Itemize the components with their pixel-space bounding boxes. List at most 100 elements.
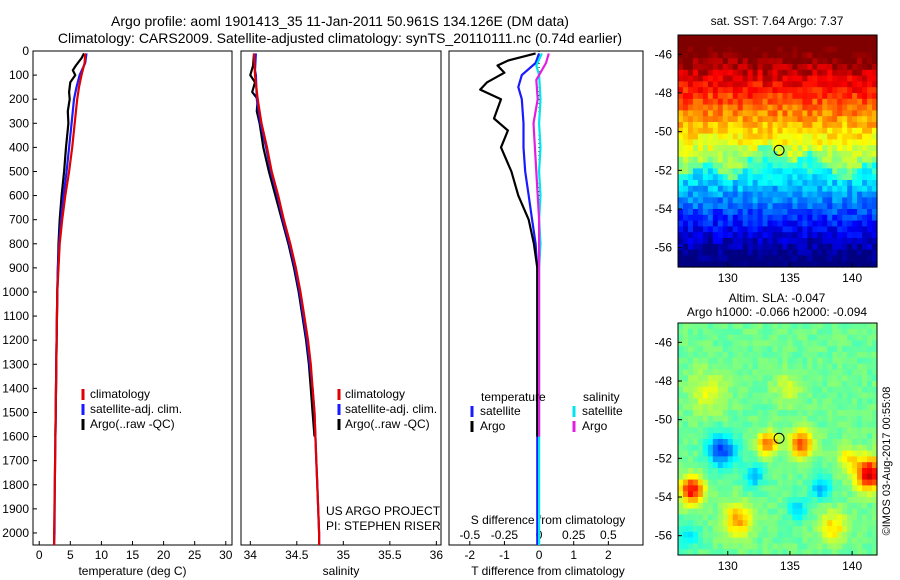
sla-heatmap-cell xyxy=(797,410,803,417)
sla-heatmap-cell xyxy=(757,386,764,394)
sst-heatmap-cell xyxy=(857,110,863,117)
sst-heatmap-cell xyxy=(867,209,873,216)
sla-heatmap-cell xyxy=(802,462,808,469)
sst-heatmap-cell xyxy=(732,145,739,152)
sla-heatmap-cell xyxy=(772,433,779,440)
sst-heatmap-cell xyxy=(827,197,833,204)
sst-heatmap-cell xyxy=(692,93,699,100)
sla-heatmap-cell xyxy=(712,386,719,394)
sst-heatmap-cell xyxy=(762,122,769,129)
sla-heatmap-cell xyxy=(732,427,739,434)
sst-heatmap-cell xyxy=(832,145,838,152)
sla-heatmap-cell xyxy=(737,386,744,394)
sst-heatmap-cell xyxy=(702,162,709,169)
sla-heatmap-cell xyxy=(862,444,868,452)
sla-heatmap-cell xyxy=(822,323,828,330)
sst-heatmap-cell xyxy=(702,261,709,268)
sla-heatmap-cell xyxy=(792,328,798,336)
sla-heatmap-cell xyxy=(692,381,699,388)
sla-heatmap-cell xyxy=(812,468,818,475)
sst-heatmap-cell xyxy=(872,93,878,100)
sst-heatmap-cell xyxy=(707,87,714,94)
sst-heatmap-cell xyxy=(817,261,823,268)
depth-tick-label: 1200 xyxy=(2,333,29,347)
sla-heatmap-cell xyxy=(867,531,873,539)
sla-heatmap-cell xyxy=(787,352,794,359)
sst-heatmap-cell xyxy=(757,93,764,100)
sst-heatmap-cell xyxy=(812,191,818,198)
sst-heatmap-cell xyxy=(797,122,803,129)
sst-heatmap-cell xyxy=(687,261,694,268)
sla-heatmap-cell xyxy=(682,508,689,515)
sla-heatmap-cell xyxy=(862,357,868,365)
sla-heatmap-cell xyxy=(787,334,794,341)
sla-heatmap-cell xyxy=(732,543,739,550)
sla-heatmap-cell xyxy=(822,346,828,353)
sla-heatmap-cell xyxy=(812,381,818,388)
sst-heatmap-cell xyxy=(802,116,808,123)
sst-heatmap-cell xyxy=(852,180,858,187)
sla-heatmap-cell xyxy=(847,462,853,469)
sla-heatmap-cell xyxy=(767,549,774,556)
sst-heatmap-cell xyxy=(752,81,759,88)
sst-heatmap-cell xyxy=(837,255,843,262)
sst-heatmap-cell xyxy=(857,46,863,53)
sla-heatmap-cell xyxy=(797,421,803,428)
sst-heatmap-cell xyxy=(842,238,848,245)
sst-heatmap-cell xyxy=(752,220,759,227)
sla-heatmap-cell xyxy=(822,328,828,336)
sla-heatmap-cell xyxy=(762,531,769,539)
sla-heatmap-cell xyxy=(797,526,803,533)
sla-heatmap-cell xyxy=(782,433,789,440)
sst-heatmap-cell xyxy=(852,145,858,152)
sst-heatmap-cell xyxy=(832,243,838,251)
sla-heatmap-cell xyxy=(772,537,779,544)
sst-lat-tick-label: -54 xyxy=(655,202,673,216)
sla-heatmap-cell xyxy=(782,346,789,353)
sla-heatmap-cell xyxy=(747,323,754,330)
sla-heatmap-cell xyxy=(842,543,848,550)
sla-heatmap-cell xyxy=(822,462,828,469)
sla-heatmap-cell xyxy=(812,502,818,510)
sla-heatmap-cell xyxy=(682,537,689,544)
sst-heatmap-cell xyxy=(697,81,704,88)
sst-heatmap-cell xyxy=(777,98,784,106)
sst-heatmap-cell xyxy=(812,133,818,140)
sla-heatmap-cell xyxy=(822,369,828,376)
sst-heatmap-cell xyxy=(817,52,823,59)
sst-heatmap-cell xyxy=(847,58,853,65)
sla-heatmap-cell xyxy=(812,323,818,330)
sla-heatmap-cell xyxy=(707,415,714,423)
sst-heatmap-cell xyxy=(787,69,794,77)
sst-heatmap-cell xyxy=(717,185,724,193)
sst-heatmap-cell xyxy=(852,220,858,227)
sla-heatmap-cell xyxy=(772,514,779,521)
sst-heatmap-cell xyxy=(827,35,833,42)
sst-heatmap-cell xyxy=(862,98,868,106)
sst-heatmap-cell xyxy=(862,214,868,222)
sla-heatmap-cell xyxy=(837,410,843,417)
sst-heatmap-cell xyxy=(847,185,853,193)
sst-heatmap-cell xyxy=(762,104,769,111)
sst-map-title: sat. SST: 7.64 Argo: 7.37 xyxy=(711,14,844,28)
sst-heatmap-cell xyxy=(752,69,759,77)
sst-heatmap-cell xyxy=(797,243,803,251)
sla-heatmap-cell xyxy=(787,346,794,353)
sla-heatmap-cell xyxy=(712,543,719,550)
temp-difference-axis-label: T difference from climatology xyxy=(471,564,625,578)
sla-heatmap-cell xyxy=(727,468,734,475)
sla-heatmap-cell xyxy=(797,491,803,498)
sla-heatmap-cell xyxy=(682,427,689,434)
sst-heatmap-cell xyxy=(812,209,818,216)
sla-heatmap-cell xyxy=(682,491,689,498)
sst-heatmap-cell xyxy=(807,168,813,175)
sla-heatmap-cell xyxy=(712,473,719,481)
sla-heatmap-cell xyxy=(697,357,704,365)
sst-heatmap-cell xyxy=(857,191,863,198)
sst-heatmap-cell xyxy=(682,151,689,158)
sla-heatmap-cell xyxy=(802,346,808,353)
sst-heatmap-cell xyxy=(812,232,818,239)
sst-heatmap-cell xyxy=(747,220,754,227)
sla-heatmap-cell xyxy=(867,497,873,504)
sst-heatmap-cell xyxy=(777,249,784,256)
